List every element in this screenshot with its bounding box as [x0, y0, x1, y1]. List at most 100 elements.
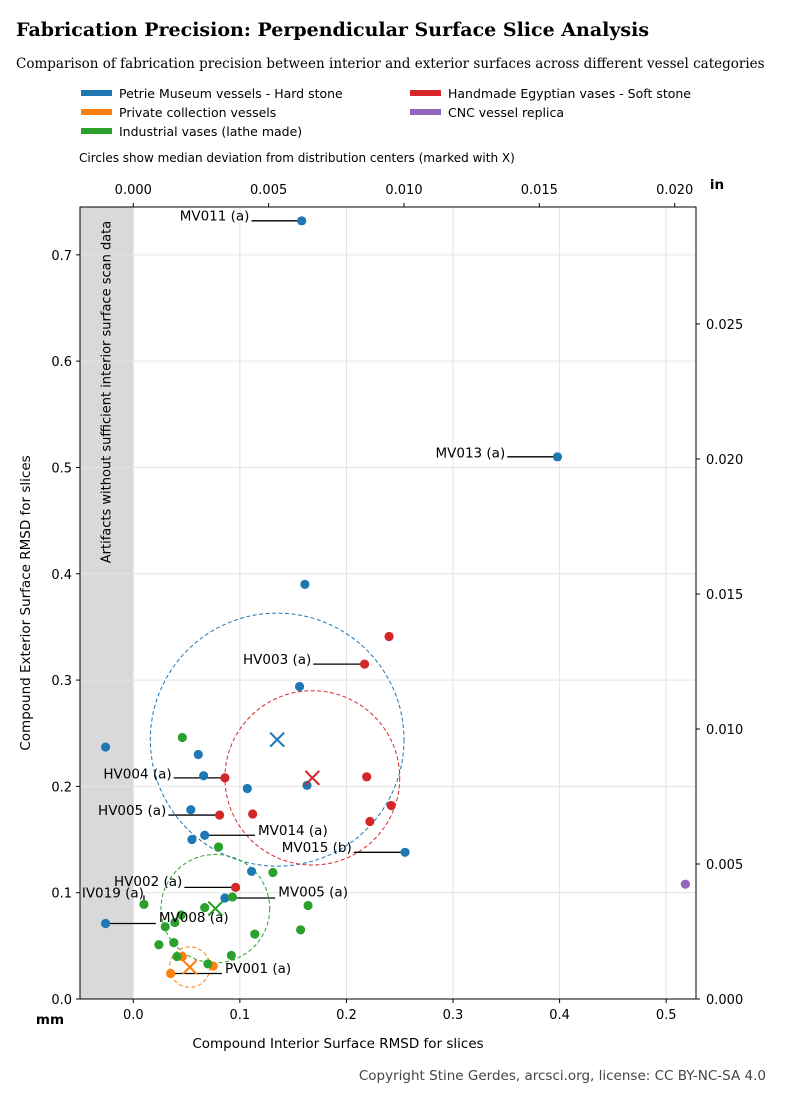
- annotation-label: HV005 (a): [98, 803, 166, 819]
- data-point: [359, 659, 370, 669]
- data-point: [300, 579, 310, 589]
- data-point: [246, 866, 257, 877]
- legend-swatch: [81, 109, 112, 115]
- x-unit-label: mm: [36, 1012, 64, 1028]
- x-axis-label: Compound Interior Surface RMSD for slice…: [192, 1036, 483, 1052]
- data-point: [268, 867, 278, 878]
- data-point: [294, 681, 305, 692]
- data-point: [170, 917, 180, 928]
- y-tick-label: 0.1: [51, 887, 72, 902]
- x-tick-label: 0.1: [230, 1008, 251, 1023]
- copyright: Copyright Stine Gerdes, arcsci.org, lice…: [358, 1068, 766, 1084]
- x-tick-label: 0.4: [549, 1008, 570, 1023]
- data-point: [250, 929, 260, 939]
- plot-frame: [79, 206, 697, 1000]
- data-point: [226, 950, 236, 961]
- y-tick-label: 0.0: [51, 993, 72, 1008]
- top-unit-label: in: [710, 177, 724, 193]
- center-x-marker: [269, 731, 285, 748]
- annotation-label: MV008 (a): [159, 910, 229, 926]
- legend: Petrie Museum vessels - Hard stone Handm…: [81, 84, 721, 140]
- annotation-label: MV015 (b): [282, 840, 352, 856]
- legend-swatch: [410, 90, 441, 96]
- data-point: [248, 809, 258, 819]
- annotation-label: HV003 (a): [243, 652, 311, 668]
- y-axis-label: Compound Exterior Surface RMSD for slice…: [18, 455, 34, 750]
- y-tick-label: 0.5: [51, 461, 72, 476]
- data-point: [203, 959, 213, 969]
- center-x-marker: [182, 959, 198, 975]
- data-point: [165, 968, 176, 979]
- data-point: [227, 892, 238, 902]
- annotation-label: MV005 (a): [278, 885, 348, 901]
- data-point: [362, 772, 372, 782]
- y-tick-label: 0.3: [51, 674, 72, 689]
- right-tick-label: 0.010: [706, 723, 743, 738]
- data-point: [160, 922, 170, 932]
- center-x-marker: [304, 770, 321, 786]
- legend-item: Private collection vessels: [81, 103, 410, 121]
- annotation-label: MV013 (a): [435, 446, 505, 462]
- legend-label: Private collection vessels: [119, 104, 277, 120]
- legend-item: Industrial vases (lathe made): [81, 122, 410, 140]
- legend-swatch: [410, 109, 441, 115]
- right-tick-label: 0.005: [706, 858, 743, 873]
- data-point: [215, 810, 225, 820]
- y-tick-label: 0.4: [51, 568, 72, 583]
- top-tick-label: 0.020: [656, 183, 693, 198]
- legend-label: Handmade Egyptian vases - Soft stone: [448, 85, 691, 101]
- x-tick-label: 0.2: [336, 1008, 357, 1023]
- data-point: [400, 847, 410, 857]
- annotation-label: MV011 (a): [180, 209, 250, 225]
- chart-title: Fabrication Precision: Perpendicular Sur…: [16, 19, 650, 41]
- data-point: [220, 893, 230, 903]
- legend-item: Handmade Egyptian vases - Soft stone: [410, 84, 710, 102]
- shaded-region: [80, 207, 134, 999]
- right-tick-label: 0.025: [706, 318, 743, 333]
- x-tick-label: 0.5: [656, 1008, 677, 1023]
- legend-label: CNC vessel replica: [448, 104, 564, 120]
- data-point: [230, 882, 241, 892]
- data-point: [213, 842, 224, 852]
- top-tick-label: 0.015: [521, 183, 558, 198]
- data-point: [172, 951, 182, 962]
- data-point: [296, 925, 306, 935]
- data-point: [187, 834, 197, 845]
- center-x-marker: [207, 900, 224, 917]
- legend-swatch: [81, 128, 112, 134]
- legend-swatch: [81, 90, 112, 96]
- y-tick-label: 0.2: [51, 780, 72, 795]
- data-point: [386, 800, 396, 811]
- data-point: [365, 816, 375, 827]
- data-point: [302, 780, 312, 790]
- legend-item: CNC vessel replica: [410, 103, 710, 121]
- data-point: [680, 879, 690, 889]
- data-point: [200, 830, 210, 840]
- right-tick-label: 0.000: [706, 993, 743, 1008]
- data-point: [186, 805, 196, 815]
- y-tick-label: 0.6: [51, 355, 72, 370]
- data-point: [100, 742, 111, 752]
- data-point: [220, 773, 230, 783]
- data-point: [193, 749, 203, 760]
- annotation-label: HV004 (a): [103, 767, 171, 783]
- annotation-label: PV001 (a): [225, 961, 291, 977]
- right-tick-label: 0.020: [706, 453, 743, 468]
- data-point: [552, 452, 563, 462]
- data-point: [303, 900, 313, 911]
- data-point: [200, 902, 210, 913]
- median-deviation-circle: [149, 612, 405, 867]
- top-tick-label: 0.000: [115, 183, 152, 198]
- data-point: [139, 899, 149, 909]
- shaded-region-label: Artifacts without sufficient interior su…: [100, 221, 115, 564]
- y-tick-label: 0.7: [51, 249, 72, 264]
- x-tick-label: 0.3: [443, 1008, 464, 1023]
- legend-label: Petrie Museum vessels - Hard stone: [119, 85, 343, 101]
- x-tick-label: 0.0: [123, 1008, 144, 1023]
- data-point: [199, 771, 209, 781]
- data-point: [242, 783, 252, 794]
- data-point: [176, 910, 186, 920]
- annotation-label: MV014 (a): [258, 823, 328, 839]
- chart-subtitle: Comparison of fabrication precision betw…: [16, 56, 765, 72]
